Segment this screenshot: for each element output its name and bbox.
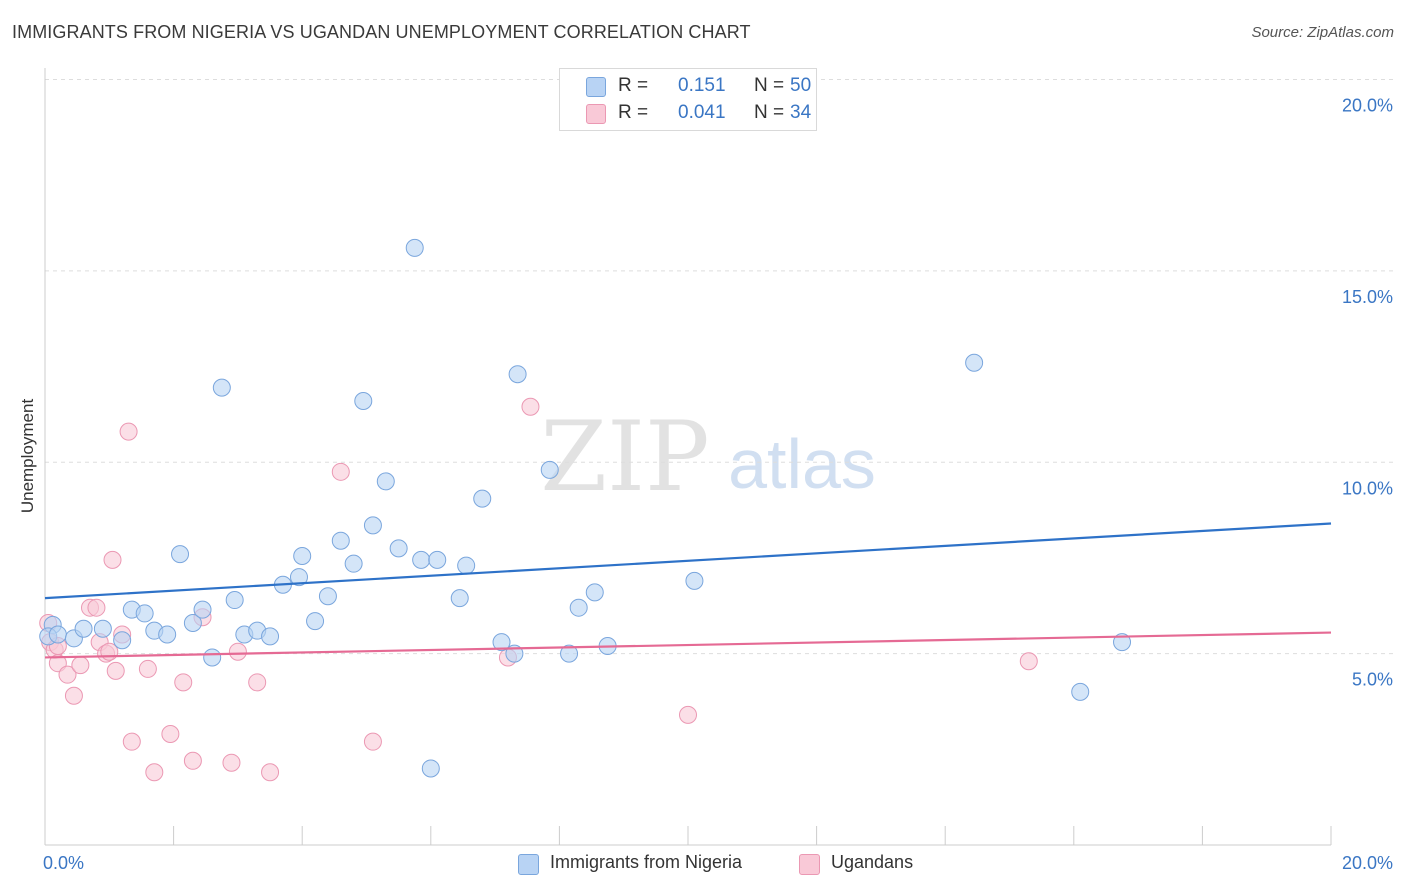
- nigeria-point: [412, 550, 431, 569]
- stats-legend: R = 0.151 N = 50 R = 0.041 N = 34: [559, 68, 817, 131]
- ugandans-point: [138, 659, 157, 678]
- trend-lines: [44, 522, 1332, 659]
- nigeria-point: [306, 612, 325, 631]
- legend-label: Immigrants from Nigeria: [550, 852, 743, 872]
- nigeria-swatch: [586, 77, 606, 97]
- nigeria-point: [457, 556, 476, 575]
- ugandans-point: [331, 462, 350, 481]
- y-tick-label: 10.0%: [1342, 478, 1393, 498]
- n-label: N =: [754, 102, 785, 123]
- ugandans-point: [145, 763, 164, 782]
- nigeria-point: [93, 619, 112, 638]
- nigeria-point: [560, 644, 579, 663]
- grid: [45, 79, 1393, 655]
- y-tick-label: 15.0%: [1342, 287, 1393, 307]
- ugandans-point: [64, 686, 83, 705]
- nigeria-point: [293, 547, 312, 566]
- ugandans-point: [228, 642, 247, 661]
- ugandans-trend-line: [44, 631, 1332, 659]
- r-label: R =: [618, 102, 649, 123]
- nigeria-point: [421, 759, 440, 778]
- nigeria-point: [48, 625, 67, 644]
- watermark: ZIP atlas: [540, 401, 876, 513]
- nigeria-point: [389, 539, 408, 558]
- ugandans-point: [122, 732, 141, 751]
- y-axis-label: Unemployment: [18, 398, 37, 514]
- nigeria-point: [171, 545, 190, 564]
- nigeria-point: [193, 600, 212, 619]
- ugandans-point: [58, 665, 77, 684]
- nigeria-point: [354, 392, 373, 411]
- x-tick-label: 20.0%: [1342, 853, 1393, 873]
- nigeria-point: [331, 531, 350, 550]
- nigeria-point: [363, 516, 382, 535]
- ugandans-point: [174, 673, 193, 692]
- nigeria-point: [289, 568, 308, 587]
- watermark-zip: ZIP: [540, 401, 709, 513]
- nigeria-point: [74, 619, 93, 638]
- ugandans-points: [39, 397, 1038, 782]
- nigeria-trend-line: [44, 522, 1332, 600]
- nigeria-point: [540, 460, 559, 479]
- nigeria-points: [39, 238, 1132, 778]
- nigeria-point: [135, 604, 154, 623]
- nigeria-point: [473, 489, 492, 508]
- ugandans-point: [106, 661, 125, 680]
- source-label: Source: ZipAtlas.com: [1251, 24, 1394, 41]
- nigeria-point: [261, 627, 280, 646]
- nigeria-point: [405, 238, 424, 257]
- ugandans-point: [183, 751, 202, 770]
- ugandans-point: [261, 763, 280, 782]
- ugandans-point: [1019, 652, 1038, 671]
- ugandans-point: [87, 598, 106, 617]
- ugandans-point: [103, 550, 122, 569]
- nigeria-point: [376, 472, 395, 491]
- tick-labels: 5.0% 10.0% 15.0% 20.0% 0.0% 20.0%: [43, 96, 1393, 874]
- nigeria-point: [492, 633, 511, 652]
- n-value: 50: [790, 75, 812, 96]
- ugandans-point: [119, 422, 138, 441]
- ugandans-swatch: [586, 104, 606, 124]
- ugandans-legend-swatch: [799, 854, 820, 875]
- nigeria-point: [225, 591, 244, 610]
- nigeria-point: [965, 353, 984, 372]
- nigeria-point: [685, 571, 704, 590]
- nigeria-point: [428, 550, 447, 569]
- nigeria-point: [344, 554, 363, 573]
- nigeria-point: [1071, 682, 1090, 701]
- nigeria-point: [569, 598, 588, 617]
- nigeria-point: [183, 614, 202, 633]
- ugandans-point: [71, 656, 90, 675]
- nigeria-point: [1113, 633, 1132, 652]
- axes: [44, 68, 1332, 846]
- nigeria-point: [585, 583, 604, 602]
- nigeria-point: [158, 625, 177, 644]
- x-tick-label: 0.0%: [43, 853, 84, 873]
- nigeria-point: [318, 587, 337, 606]
- nigeria-legend-swatch: [518, 854, 539, 875]
- n-label: N =: [754, 75, 785, 96]
- ugandans-point: [248, 673, 267, 692]
- nigeria-point: [113, 631, 132, 650]
- ugandans-point: [521, 397, 540, 416]
- nigeria-point: [508, 365, 527, 384]
- r-label: R =: [618, 75, 649, 96]
- r-value: 0.041: [678, 102, 726, 123]
- chart-title: IMMIGRANTS FROM NIGERIA VS UGANDAN UNEMP…: [12, 22, 751, 42]
- legend-label: Ugandans: [831, 852, 914, 872]
- y-tick-label: 20.0%: [1342, 96, 1393, 116]
- r-value: 0.151: [678, 75, 726, 96]
- n-value: 34: [790, 102, 812, 123]
- nigeria-point: [450, 589, 469, 608]
- ugandans-point: [363, 732, 382, 751]
- ugandans-point: [161, 725, 180, 744]
- ugandans-point: [679, 705, 697, 724]
- watermark-atlas: atlas: [728, 425, 876, 503]
- nigeria-point: [203, 648, 222, 667]
- y-tick-label: 5.0%: [1352, 670, 1393, 690]
- ugandans-point: [222, 753, 241, 772]
- nigeria-point: [212, 378, 231, 397]
